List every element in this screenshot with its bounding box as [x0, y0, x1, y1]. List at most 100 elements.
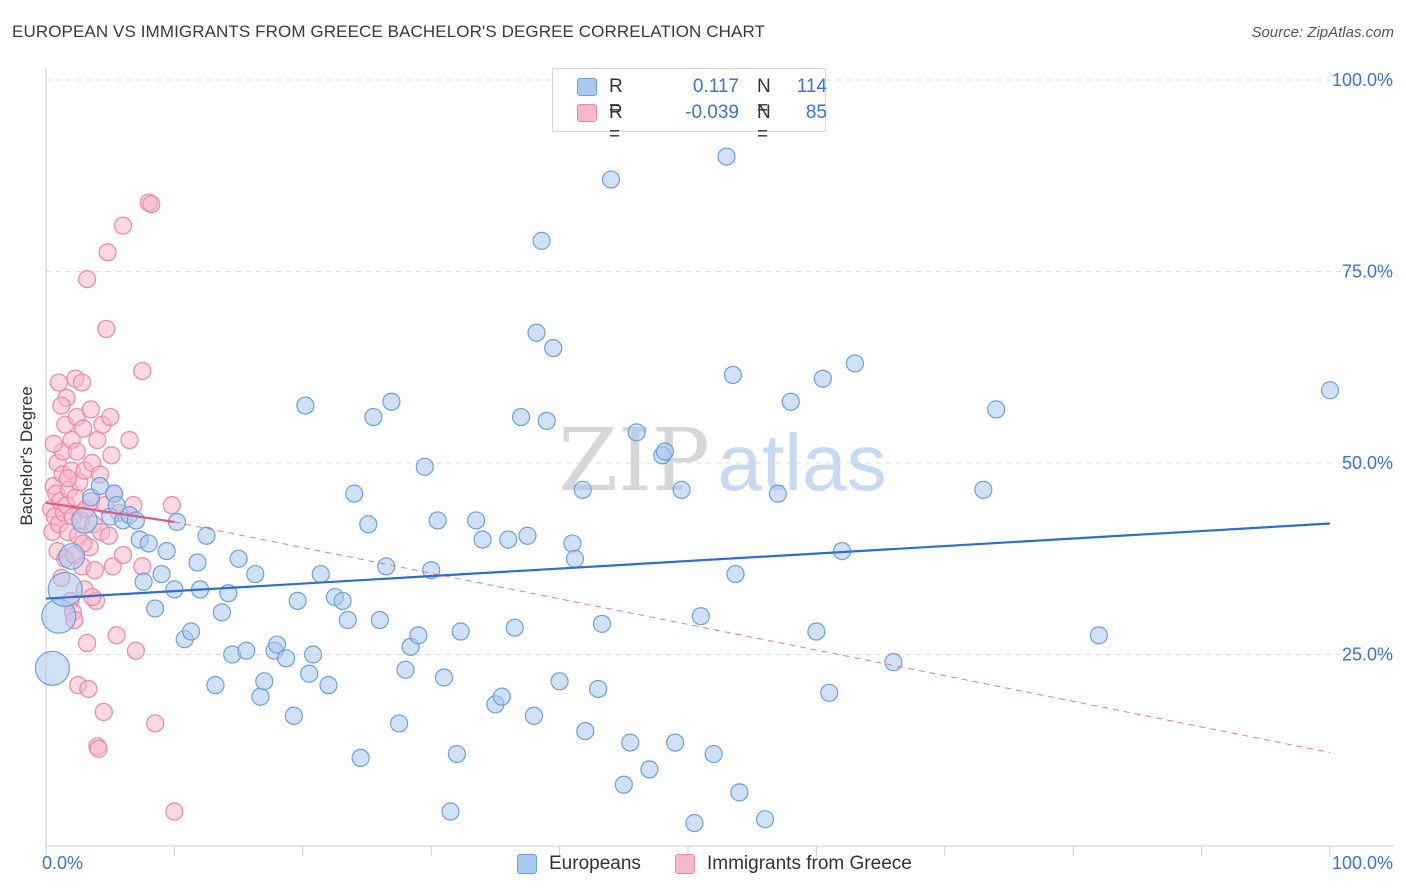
data-point [338, 610, 357, 630]
data-point [505, 618, 524, 637]
data-point [188, 553, 207, 572]
data-point [157, 541, 176, 561]
r-label: R = [609, 102, 623, 145]
europeans-swatch [517, 854, 537, 874]
data-point [142, 194, 161, 214]
data-point [165, 802, 184, 821]
data-point [537, 411, 556, 430]
data-point [499, 530, 518, 549]
watermark: ZIP atlas [558, 411, 886, 511]
data-point [277, 649, 296, 668]
data-point [396, 660, 415, 679]
data-point [592, 614, 612, 633]
n-label: N = [757, 76, 771, 119]
data-point [370, 610, 389, 630]
data-point [820, 683, 839, 702]
data-point [627, 423, 646, 442]
watermark-atlas: atlas [718, 418, 887, 507]
data-point [524, 706, 544, 725]
legend-label: Immigrants from Greece [707, 853, 912, 874]
data-point [813, 369, 832, 388]
data-point [723, 365, 743, 385]
data-point [382, 392, 401, 411]
data-point [107, 626, 126, 645]
data-point [133, 361, 152, 381]
data-point [532, 231, 551, 250]
correlation-legend: R = 0.117 N = 114 R = -0.039 N = 85 [552, 68, 827, 145]
data-point [511, 407, 531, 427]
data-point [49, 373, 68, 392]
data-point [58, 543, 86, 570]
data-point [134, 572, 153, 591]
data-point [726, 564, 745, 584]
data-point [473, 530, 492, 549]
data-point [311, 564, 330, 584]
data-point [77, 633, 97, 653]
tick-labels: 25.0% 50.0% 75.0% 100.0% 0.0% 100.0% [42, 70, 1393, 873]
data-point [102, 446, 121, 465]
r-value: -0.039 [685, 102, 739, 123]
data-point [89, 739, 108, 758]
data-point [492, 687, 511, 706]
data-point [390, 714, 409, 733]
data-point [113, 545, 133, 565]
axes [45, 68, 1394, 856]
data-point [333, 591, 352, 610]
data-point [974, 480, 993, 499]
greece-swatch [675, 854, 695, 874]
data-point [58, 469, 77, 488]
data-point [1320, 381, 1340, 400]
data-point [85, 561, 104, 580]
data-point [133, 557, 152, 576]
data-point [90, 476, 110, 496]
data-point [268, 635, 287, 654]
data-point [165, 580, 184, 599]
y-tick-label: 100.0% [1332, 70, 1393, 90]
data-point [573, 480, 592, 499]
chart-title: EUROPEAN VS IMMIGRANTS FROM GREECE BACHE… [12, 22, 765, 41]
data-point [807, 622, 826, 641]
data-point [518, 526, 537, 545]
data-point [589, 679, 608, 699]
data-point [152, 564, 171, 584]
source-credit: Source: ZipAtlas.com [1251, 24, 1394, 41]
data-point [563, 534, 582, 553]
data-point [614, 775, 633, 794]
data-point [206, 676, 225, 695]
data-point [527, 323, 546, 342]
data-point [666, 733, 685, 752]
data-point [246, 564, 265, 584]
data-point [34, 650, 71, 686]
data-point [74, 419, 93, 438]
data-point [550, 672, 569, 691]
data-point [685, 813, 704, 833]
r-value: 0.117 [692, 76, 739, 97]
data-point [884, 653, 903, 672]
data-point [79, 679, 98, 699]
y-tick-label: 50.0% [1342, 453, 1393, 473]
data-point [303, 645, 323, 664]
data-point [146, 599, 165, 618]
data-point [576, 721, 595, 741]
data-point [126, 641, 145, 660]
data-point [1089, 626, 1108, 645]
data-point [691, 607, 710, 626]
data-point [755, 810, 775, 829]
n-value: 85 [805, 102, 827, 123]
data-point [296, 396, 315, 415]
y-tick-label: 25.0% [1342, 645, 1393, 665]
data-point [781, 392, 800, 411]
data-point [319, 676, 338, 695]
data-point [704, 744, 723, 764]
data-point [77, 270, 97, 289]
data-point [47, 571, 83, 607]
data-point [99, 526, 119, 545]
n-label: N = [757, 102, 771, 145]
data-point [672, 480, 691, 499]
data-point [467, 511, 486, 530]
data-point [428, 511, 447, 530]
data-point [284, 706, 303, 725]
data-point [146, 714, 165, 733]
data-point [71, 507, 98, 534]
data-point [101, 407, 120, 427]
